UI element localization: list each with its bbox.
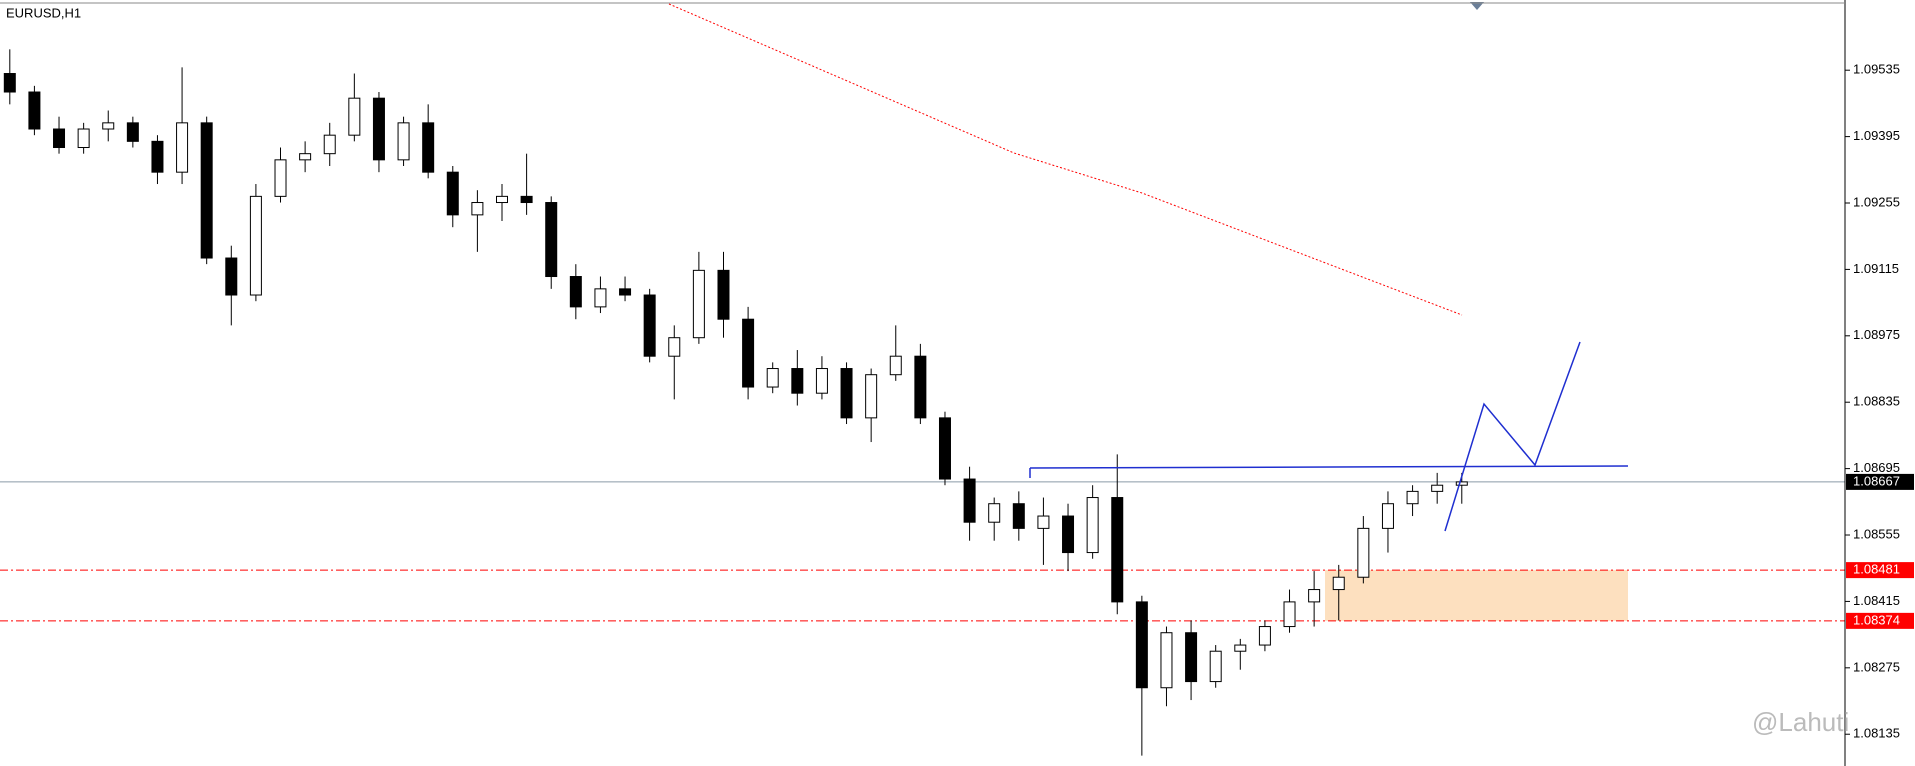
axis-layer: 1.09535 1.09395 1.09255 1.09115 1.08975 1.088… [1845, 62, 1900, 741]
price-label: 1.08667 [1853, 473, 1900, 488]
candle-body [643, 294, 656, 357]
candle-body [126, 122, 139, 142]
candle-body [1086, 497, 1099, 554]
y-tick-label: 1.08555 [1853, 526, 1900, 541]
candle-body [151, 140, 164, 173]
candle-body [988, 503, 1001, 523]
candle-body [274, 159, 287, 197]
candle-body [594, 288, 607, 308]
y-tick-label: 1.08975 [1853, 327, 1900, 342]
candle-body [348, 97, 361, 136]
price-label: 1.08374 [1853, 612, 1900, 627]
candle-body [865, 374, 878, 419]
level-layer: 1.08667 1.08481 1.08374 [0, 473, 1914, 629]
y-tick-label: 1.08695 [1853, 460, 1900, 475]
candle-body [225, 257, 238, 296]
candle-body [1308, 589, 1321, 603]
y-tick-label: 1.08275 [1853, 659, 1900, 674]
resistance-line [1029, 465, 1629, 469]
candle-body [1062, 515, 1075, 554]
candle-body [1234, 644, 1247, 652]
candle-body [422, 122, 435, 173]
candle-body [3, 73, 16, 93]
candle-body [176, 122, 189, 173]
price-label-box [1846, 612, 1914, 629]
candle-body [200, 122, 213, 259]
candle-body [1185, 632, 1198, 683]
moving-average [668, 3, 1463, 316]
candle-body [299, 153, 312, 161]
candle-body [323, 134, 336, 155]
candle-body [1332, 576, 1345, 591]
candle-body [1160, 632, 1173, 689]
candle-body [619, 288, 632, 296]
candle-body [1012, 503, 1025, 529]
y-tick-label: 1.09115 [1853, 261, 1899, 276]
candle-body [77, 128, 90, 149]
candle-body [766, 368, 779, 388]
candle-body [791, 368, 804, 394]
candle-body [1258, 626, 1271, 646]
candle-body [496, 195, 508, 204]
candle-body [446, 171, 459, 216]
candle-body [1406, 490, 1419, 505]
y-tick-label: 1.08135 [1853, 726, 1900, 741]
price-label: 1.08481 [1853, 562, 1900, 577]
candle-body [471, 202, 484, 216]
price-label-box [1846, 562, 1914, 579]
candle-body [520, 195, 533, 204]
marker [1470, 2, 1484, 10]
candle-body [840, 368, 853, 419]
watermark: @Lahuti [1752, 707, 1849, 737]
zone [1325, 570, 1628, 621]
candle-body [1111, 497, 1124, 603]
candle-body [1135, 601, 1148, 689]
price-label-box [1846, 473, 1914, 490]
candle-body [102, 122, 115, 130]
candle-body [815, 368, 828, 394]
candle-body [668, 337, 681, 357]
candle-body [372, 97, 385, 161]
projection-path [1444, 341, 1581, 532]
y-tick-label: 1.08415 [1853, 593, 1900, 608]
candle-body [742, 318, 755, 388]
candle-body [397, 122, 410, 161]
candle-body [938, 417, 951, 480]
candle-body [1209, 650, 1222, 683]
candle-body [569, 276, 582, 308]
candle-body [28, 91, 41, 130]
candle-layer [3, 49, 1468, 756]
candle-body [717, 269, 730, 320]
candle-body [692, 269, 705, 339]
candle-body [963, 478, 976, 523]
candle-body [1431, 484, 1444, 492]
candle-body [1037, 515, 1050, 529]
candle-body [1357, 527, 1370, 578]
chart-title: EURUSD,H1 [6, 5, 81, 20]
zone-layer [1325, 570, 1628, 621]
candle-body [914, 355, 927, 419]
candle-body [249, 195, 262, 296]
candle-body [1455, 481, 1468, 486]
candle-body [1283, 601, 1296, 628]
candle-body [53, 128, 66, 149]
y-tick-label: 1.09395 [1853, 128, 1900, 143]
candle-body [1381, 503, 1394, 529]
y-tick-label: 1.08835 [1853, 394, 1900, 409]
candle-body [545, 202, 558, 278]
y-tick-label: 1.09255 [1853, 194, 1900, 209]
candle-body [889, 355, 902, 376]
y-tick-label: 1.09535 [1853, 62, 1900, 77]
